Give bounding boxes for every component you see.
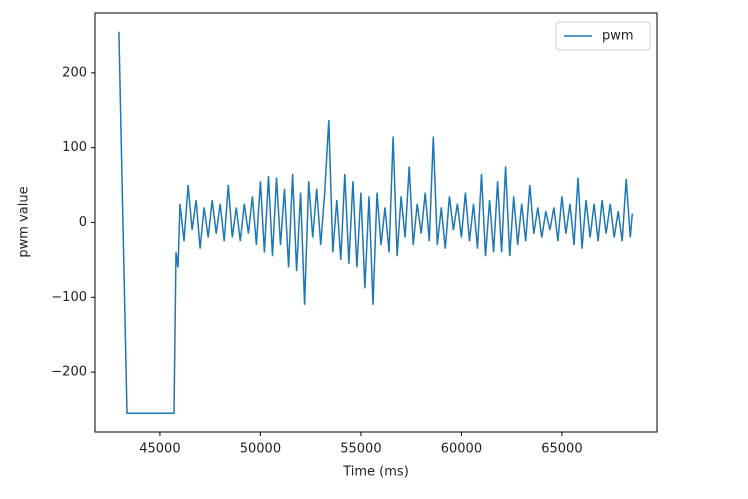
- y-axis-label: pwm value: [17, 186, 32, 257]
- y-tick-label: 100: [62, 140, 87, 155]
- x-tick-label: 45000: [139, 442, 180, 457]
- x-tick-label: 50000: [240, 442, 281, 457]
- x-tick-label: 65000: [541, 442, 582, 457]
- x-tick-label: 60000: [441, 442, 482, 457]
- y-tick-label: −100: [51, 290, 87, 305]
- line: [118, 31, 634, 415]
- y-tick-label: 200: [62, 65, 87, 80]
- y-tick-label: −200: [51, 365, 87, 380]
- legend-label: pwm: [602, 29, 634, 44]
- legend-box: [555, 21, 651, 51]
- plot-frame: [94, 12, 658, 433]
- x-tick-label: 55000: [340, 442, 381, 457]
- y-tick-label: 0: [79, 215, 87, 230]
- x-axis-label: Time (ms): [342, 465, 409, 480]
